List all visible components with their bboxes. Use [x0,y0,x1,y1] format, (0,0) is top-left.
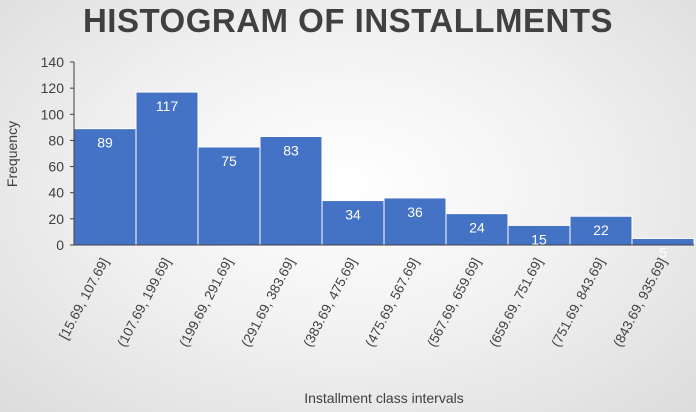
data-label: 83 [283,143,299,159]
data-label: 75 [221,153,237,169]
histogram-bar [569,215,633,246]
histogram-bar [135,91,199,246]
data-label: 24 [469,220,485,236]
data-label: 5 [659,244,667,260]
data-label: 15 [531,231,547,247]
x-tick-label: (659.69, 751.69] [486,255,545,349]
x-tick-label: [15.69, 107.69] [56,255,112,342]
y-tick-label: 80 [48,132,64,148]
y-tick-label: 60 [48,159,64,175]
y-tick-label: 40 [48,185,64,201]
y-tick-label: 100 [41,106,65,122]
x-tick-label: (843.69, 935.69] [610,255,669,349]
y-tick-label: 20 [48,211,64,227]
y-tick-label: 120 [41,80,65,96]
histogram-bar [73,128,137,246]
x-axis-title: Installment class intervals [304,390,464,406]
data-label: 117 [156,98,179,114]
x-tick-label: (567.69, 659.69] [424,255,483,349]
x-tick-label: (199.69, 291.69] [176,255,235,349]
chart-title: HISTOGRAM OF INSTALLMENTS [82,2,614,39]
y-tick-label: 0 [56,237,64,253]
x-tick-label: (107.69, 199.69] [114,255,173,349]
data-label: 22 [593,222,609,238]
y-tick-label: 140 [41,54,65,70]
data-label: 36 [407,204,423,220]
x-tick-label: (291.69, 383.69] [238,255,297,349]
x-tick-label: (475.69, 567.69] [362,255,421,349]
x-tick-label: (383.69, 475.69] [300,255,359,349]
x-tick-label: (751.69, 843.69] [548,255,607,349]
data-label: 89 [97,135,113,151]
data-label: 34 [345,207,361,223]
y-axis-title: Frequency [4,121,20,187]
histogram-bar [259,136,323,246]
histogram-bar [197,146,261,246]
